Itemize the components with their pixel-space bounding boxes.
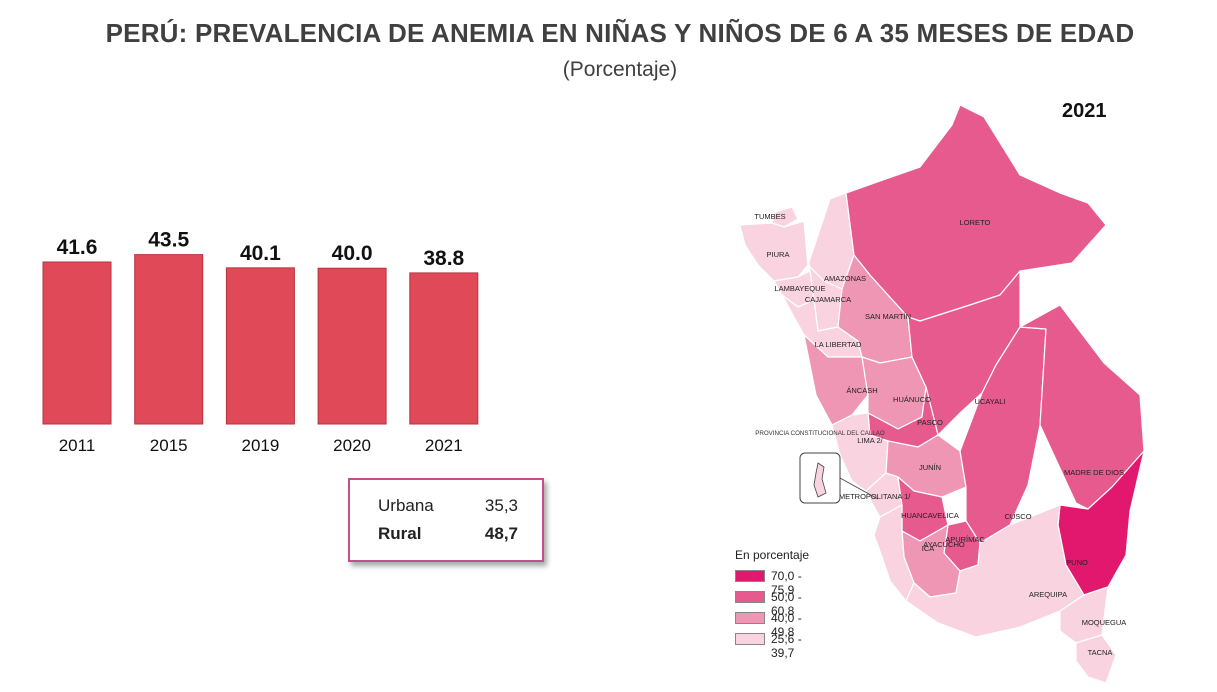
- map-region-label: TACNA: [1088, 648, 1113, 657]
- summary-label: Urbana: [378, 496, 434, 515]
- map-region-label: ÁNCASH: [846, 386, 877, 395]
- x-tick-label: 2020: [333, 436, 371, 455]
- bar-2021: [409, 272, 479, 425]
- map-region-label: MOQUEGUA: [1082, 618, 1127, 627]
- map-region-label: CUSCO: [1004, 512, 1031, 521]
- map-region-label: AYACUCHO: [923, 540, 965, 549]
- page-title: PERÚ: PREVALENCIA DE ANEMIA EN NIÑAS Y N…: [105, 18, 1135, 48]
- map-region: [845, 104, 1107, 322]
- x-tick-label: 2011: [59, 436, 96, 455]
- legend-title: En porcentaje: [735, 548, 810, 562]
- x-tick-label: 2019: [241, 436, 279, 455]
- map-region: [803, 334, 869, 426]
- callao-label: PROVINCIA CONSTITUCIONAL DEL CALLAO: [755, 430, 885, 437]
- map-region-label: TUMBES: [754, 212, 785, 221]
- page-subtitle: (Porcentaje): [562, 58, 678, 81]
- legend-label: 70,0 - 75,9: [771, 569, 802, 597]
- map-region-label: MADRE DE DIOS: [1064, 468, 1124, 477]
- area-summary-box: Urbana 35,3 Rural 48,7: [348, 478, 544, 562]
- map-region-label: HUANCAVELICA: [901, 511, 959, 520]
- bar-2020: [317, 267, 387, 425]
- legend-item: 25,6 - 39,7: [735, 631, 809, 660]
- map-region-label: AREQUIPA: [1029, 590, 1067, 599]
- map-region-label: PUNO: [1066, 558, 1088, 567]
- bar-2015: [134, 254, 204, 425]
- bar-value-label: 41.6: [57, 236, 98, 259]
- map-region-label: LIMA METROPOLITANA 1/: [820, 492, 912, 501]
- map-region: [959, 326, 1047, 544]
- legend-label: 50,0 - 60,8: [771, 590, 802, 618]
- map-region-label: ICA: [922, 544, 935, 553]
- bar-value-label: 40.1: [240, 242, 281, 265]
- summary-label: Rural: [378, 524, 422, 543]
- map-region-label: CAJAMARCA: [805, 295, 851, 304]
- summary-value: 35,3: [484, 496, 518, 515]
- x-tick-label: 2015: [150, 436, 188, 455]
- map-region-label: PASCO: [917, 418, 943, 427]
- bar-chart: 41.6 2011 43.5 2015 40.1 2019 40.0 2020 38.8 2021: [42, 229, 479, 455]
- map-region-label: APURÍMAC: [945, 535, 985, 544]
- map-region-label: LA LIBERTAD: [815, 340, 862, 349]
- map-region-label: HUÁNUCO: [893, 395, 931, 404]
- map-region-label: SAN MARTÍN: [865, 312, 911, 321]
- bar-value-label: 40.0: [332, 242, 373, 265]
- legend-swatch: [735, 612, 765, 624]
- legend-item: 40,0 - 49,8: [735, 610, 809, 639]
- map-region-label: LAMBAYEQUE: [774, 284, 825, 293]
- map-year: 2021: [1062, 100, 1107, 122]
- map-region: [771, 206, 799, 228]
- legend-item: 70,0 - 75,9: [735, 568, 809, 597]
- map-region: [1075, 634, 1117, 684]
- map-region-label: PIURA: [767, 250, 790, 259]
- legend-label: 40,0 - 49,8: [771, 611, 802, 639]
- legend-swatch: [735, 591, 765, 603]
- map-region-label: AMAZONAS: [824, 274, 866, 283]
- map-legend: En porcentaje 70,0 - 75,9 50,0 - 60,8 40…: [735, 548, 810, 660]
- x-tick-label: 2021: [425, 436, 463, 455]
- legend-swatch: [735, 633, 765, 645]
- callao-shape: [813, 462, 827, 498]
- map-region-label: LIMA 2/: [857, 436, 883, 445]
- map-region: [905, 504, 1085, 638]
- bar-2011: [42, 261, 112, 425]
- bar-value-label: 43.5: [148, 229, 189, 252]
- legend-swatch: [735, 570, 765, 582]
- map-region-label: UCAYALI: [975, 397, 1006, 406]
- bar-2019: [225, 267, 295, 425]
- map-region-label: JUNÍN: [919, 463, 941, 472]
- bar-value-label: 38.8: [423, 247, 464, 270]
- map-region-label: LORETO: [960, 218, 991, 227]
- legend-label: 25,6 - 39,7: [771, 632, 802, 660]
- legend-item: 50,0 - 60,8: [735, 589, 809, 618]
- map-region: [739, 220, 809, 282]
- summary-value: 48,7: [484, 524, 518, 543]
